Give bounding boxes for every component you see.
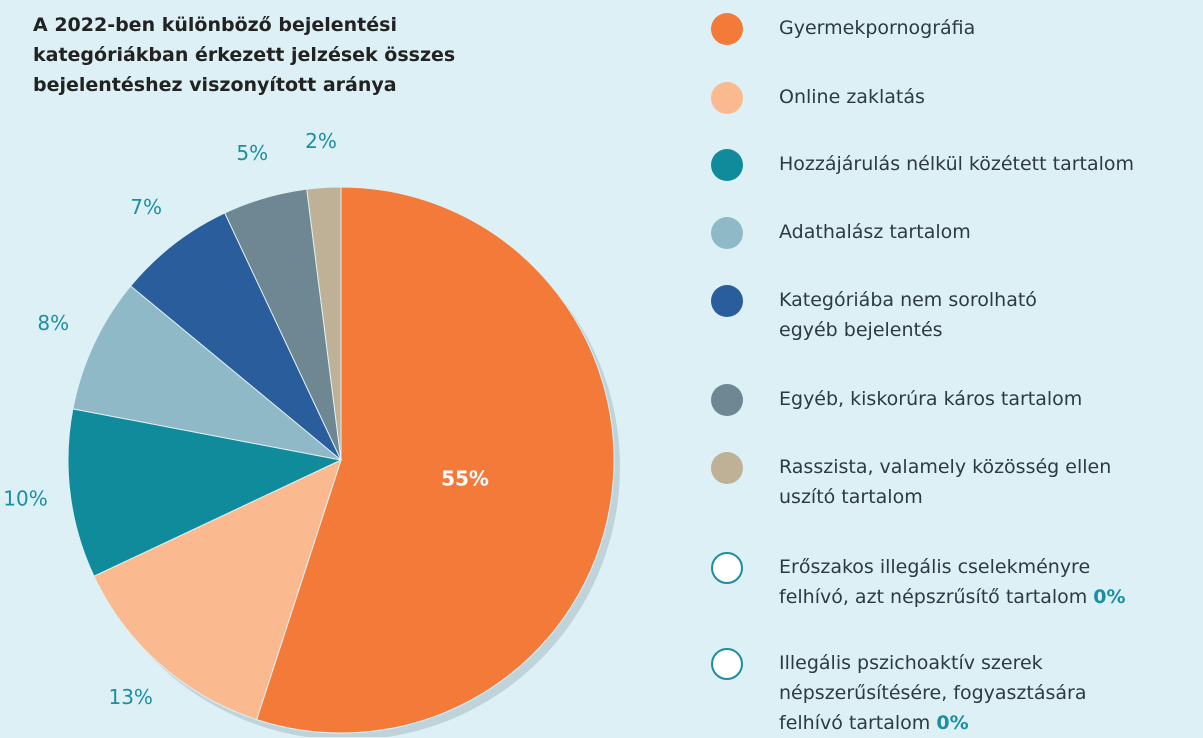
legend-entry: Gyermekpornográfia bbox=[779, 13, 975, 43]
slice-label: 13% bbox=[108, 685, 152, 709]
chart-title: A 2022-ben különböző bejelentési kategór… bbox=[33, 14, 456, 96]
legend-swatch bbox=[711, 285, 743, 317]
legend-swatch bbox=[711, 452, 743, 484]
slice-label: 8% bbox=[37, 311, 69, 335]
legend-value: 0% bbox=[936, 712, 969, 734]
legend-swatch bbox=[711, 552, 743, 584]
legend-label: Erőszakos illegális cselekményre felhívó… bbox=[779, 556, 1091, 608]
slice-label: 7% bbox=[130, 195, 162, 219]
legend-value: 0% bbox=[1093, 586, 1126, 608]
legend-entry: Illegális pszichoaktív szerek népszerűsí… bbox=[779, 648, 1087, 738]
legend-entry: Erőszakos illegális cselekményre felhívó… bbox=[779, 552, 1126, 612]
pie-slice bbox=[72, 285, 342, 461]
legend-label: Online zaklatás bbox=[779, 86, 925, 108]
legend-swatch bbox=[711, 82, 743, 114]
pie-slice bbox=[129, 212, 342, 461]
legend-label: Rasszista, valamely közösség ellen uszít… bbox=[779, 456, 1112, 508]
legend-label: Gyermekpornográfia bbox=[779, 17, 976, 39]
legend-swatch bbox=[711, 648, 743, 680]
legend-label: Adathalász tartalom bbox=[779, 221, 971, 243]
slice-label: 2% bbox=[305, 129, 337, 153]
legend-swatch bbox=[711, 217, 743, 249]
legend-label: Illegális pszichoaktív szerek népszerűsí… bbox=[779, 652, 1087, 734]
legend-swatch bbox=[711, 13, 743, 45]
legend-entry: Online zaklatás bbox=[779, 82, 925, 112]
legend-entry: Adathalász tartalom bbox=[779, 217, 971, 247]
pie-slice bbox=[306, 186, 342, 461]
pie-slice bbox=[93, 459, 342, 721]
legend-entry: Egyéb, kiskorúra káros tartalom bbox=[779, 384, 1082, 414]
legend-label: Kategóriába nem sorolható egyéb bejelent… bbox=[779, 289, 1037, 341]
slice-label: 10% bbox=[3, 486, 47, 510]
slice-label: 55% bbox=[441, 467, 489, 491]
legend-swatch bbox=[711, 384, 743, 416]
legend-entry: Hozzájárulás nélkül közétett tartalom bbox=[779, 149, 1134, 179]
pie-slice bbox=[256, 186, 615, 734]
legend-label: Egyéb, kiskorúra káros tartalom bbox=[779, 388, 1083, 410]
legend-entry: Rasszista, valamely közösség ellen uszít… bbox=[779, 452, 1111, 512]
legend-swatch bbox=[711, 149, 743, 181]
slice-label: 5% bbox=[236, 141, 268, 165]
legend-label: Hozzájárulás nélkül közétett tartalom bbox=[779, 153, 1135, 175]
legend-entry: Kategóriába nem sorolható egyéb bejelent… bbox=[779, 285, 1037, 345]
pie-slice bbox=[67, 408, 343, 577]
